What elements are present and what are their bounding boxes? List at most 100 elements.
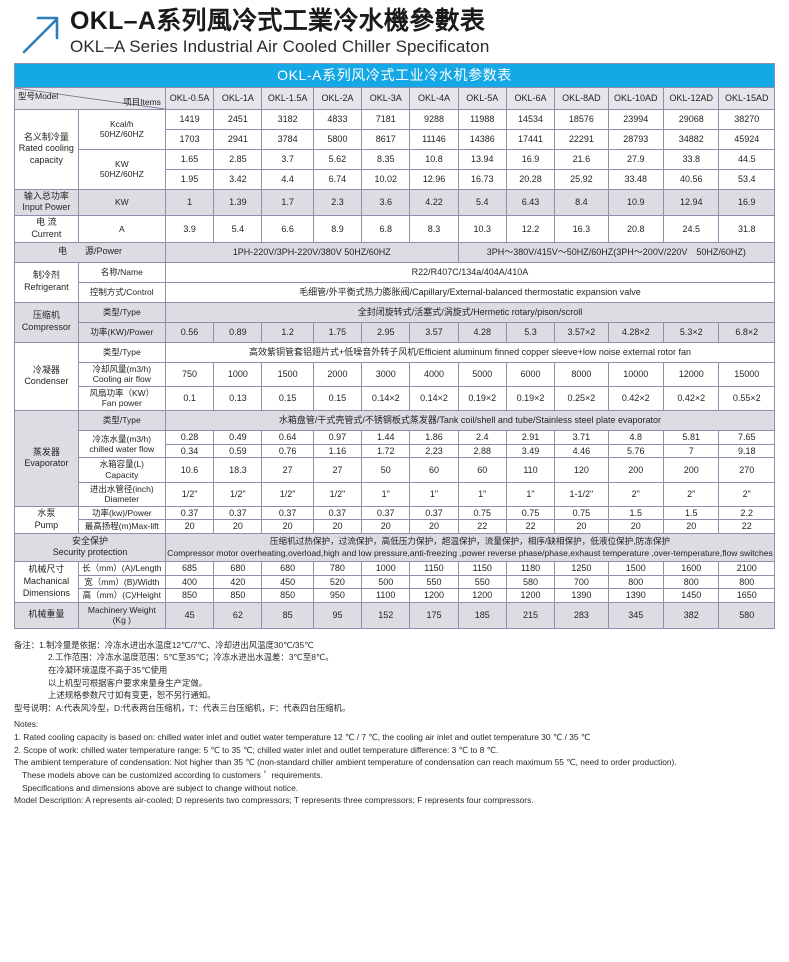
cell: 1.44 — [361, 430, 411, 445]
cell: 6.6 — [261, 215, 314, 243]
model-header-9: OKL-10AD — [607, 86, 664, 110]
cell: 10.9 — [607, 188, 664, 217]
compressor-type-value: 全封闭旋转式/活塞式/涡旋式/Hermetic rotary/pison/scr… — [164, 301, 776, 323]
cell: 7.65 — [718, 430, 775, 445]
cell: 283 — [554, 601, 609, 629]
table-row-input-power: 输入总功率 Input Power KW 1 1.39 1.7 2.3 3.6 … — [14, 188, 775, 217]
title-block: OKL–A系列風冷式工業冷水機參數表 OKL–A Series Industri… — [70, 8, 489, 57]
unit-cooling-air-flow: 冷却风量(m3/h) Cooling air flow — [77, 361, 166, 387]
cell: 17441 — [505, 128, 556, 150]
table-row-refrigerant-name: 制冷剂 Refrigerant 名称/Name R22/R407C/134a/4… — [14, 261, 776, 303]
cell: 20 — [361, 519, 411, 535]
cell: 1600 — [662, 560, 720, 576]
model-header-6: OKL-5A — [457, 86, 507, 110]
cell: 27 — [261, 457, 314, 483]
cell: 0.1 — [164, 385, 215, 412]
cell: 2000 — [312, 361, 363, 387]
cell: 1250 — [554, 560, 609, 576]
cell: 420 — [213, 574, 263, 590]
group-label-dimensions-en: Machanical Dimensions — [22, 576, 70, 598]
cell: 0.55×2 — [718, 385, 775, 412]
cell: 60 — [457, 457, 507, 483]
cell: 1/2" — [164, 481, 215, 507]
cell: 3.7 — [261, 148, 314, 170]
model-header-11: OKL-15AD — [718, 86, 775, 110]
cell: 21.6 — [554, 148, 609, 170]
cell: 1.65 — [164, 148, 215, 170]
cell: 0.37 — [361, 505, 411, 521]
cell: 20 — [662, 519, 720, 535]
cell: 16.9 — [505, 148, 556, 170]
cell: 60 — [409, 457, 459, 483]
group-label-current-en: Current — [31, 228, 62, 239]
cell: 2.3 — [312, 188, 363, 217]
arrow-up-right-icon — [20, 12, 64, 56]
cell: 2" — [607, 481, 664, 507]
group-label-compressor: 压缩机 Compressor — [14, 301, 79, 343]
notes-block: 备注：1.制冷量是依据：冷冻水进出水温度12℃/7℃、冷却进出风温度30℃/35… — [0, 629, 789, 807]
group-label-pump-cn: 水泵 — [37, 508, 56, 519]
unit-fan-power: 风扇功率（KW） Fan power — [77, 385, 166, 412]
cell: 1450 — [662, 588, 720, 603]
cell: 6000 — [505, 361, 556, 387]
group-label-condenser: 冷凝器 Condenser — [14, 341, 79, 412]
cell: 200 — [662, 457, 720, 483]
cell: 53.4 — [718, 168, 775, 190]
cell: 1500 — [607, 560, 664, 576]
cell: 450 — [261, 574, 314, 590]
cell: 1.7 — [261, 188, 314, 217]
cell: 8.4 — [554, 188, 609, 217]
cell: 520 — [312, 574, 363, 590]
cell: 1/2" — [261, 481, 314, 507]
table-banner: OKL-A系列风冷式工业冷水机参数表 — [14, 62, 775, 88]
cell: 0.75 — [554, 505, 609, 521]
refrigerant-control-value: 毛细管/外平衡式热力膨胀阀/Capillary/External-balance… — [164, 281, 776, 303]
cell: 20 — [607, 519, 664, 535]
cell: 175 — [409, 601, 459, 629]
cell: 1150 — [457, 560, 507, 576]
group-label-condenser-en: Condenser — [24, 376, 69, 387]
page-title-cn: OKL–A系列風冷式工業冷水機參數表 — [70, 7, 486, 35]
cell: 345 — [607, 601, 664, 629]
cell: 1.2 — [261, 321, 314, 343]
cell: 12.96 — [409, 168, 459, 190]
note-cn-4: 上述规格参数尺寸如有变更，恕不另行通知。 — [48, 690, 216, 701]
column-header-row: 型号Model 项目Items OKL-0.5A OKL-1A OKL-1.5A… — [14, 86, 775, 110]
cell: 2.2 — [718, 505, 775, 521]
cell: 11146 — [409, 128, 459, 150]
group-label-rated-cooling-en: Rated cooling capacity — [18, 143, 74, 166]
cell: 5.3×2 — [662, 321, 720, 343]
group-label-security-cn: 安全保护 — [71, 535, 108, 546]
cell: 3.57×2 — [554, 321, 609, 343]
cell: 0.42×2 — [662, 385, 720, 412]
cell: 10.8 — [409, 148, 459, 170]
cell: 0.25×2 — [554, 385, 609, 412]
cell: 6.43 — [505, 188, 556, 217]
unit-pump-lift: 最高扬程(m)Max-lift — [77, 519, 166, 535]
cell: 0.37 — [164, 505, 215, 521]
cell: 16.73 — [457, 168, 507, 190]
unit-refrigerant-name: 名称/Name — [77, 261, 166, 283]
unit-chilled-flow-line2: chilled water flow — [89, 444, 155, 455]
table-row-pump-power: 水泵 Pump 功率(kw)/Power 0.37 0.37 0.37 0.37… — [14, 505, 775, 535]
cell: 1200 — [409, 588, 459, 603]
cell: 20 — [409, 519, 459, 535]
note-en-0: 1. Rated cooling capacity is based on: c… — [14, 732, 591, 743]
cell: 1" — [457, 481, 507, 507]
table-row-chilled-flow-60: 0.34 0.59 0.76 1.16 1.72 2.23 2.88 3.49 … — [15, 443, 775, 459]
unit-tank-capacity-line2: Capacity — [105, 469, 139, 480]
cell: 0.59 — [213, 443, 263, 459]
cell: 9.18 — [718, 443, 775, 459]
table-row-security: 安全保护 Security protection 压缩机过热保护，过流保护，高低… — [14, 533, 776, 562]
table-row-height: 高（mm）(C)/Height 850 850 850 950 1100 120… — [15, 588, 775, 603]
cell: 0.14×2 — [361, 385, 411, 412]
cell: 33.8 — [662, 148, 720, 170]
cell: 200 — [607, 457, 664, 483]
cell: 20 — [554, 519, 609, 535]
unit-compressor-type: 类型/Type — [77, 301, 166, 323]
group-label-evaporator: 蒸发器 Evaporator — [14, 410, 79, 507]
cell: 5.76 — [607, 443, 664, 459]
cell: 8.3 — [409, 215, 459, 243]
cell: 1703 — [164, 128, 215, 150]
